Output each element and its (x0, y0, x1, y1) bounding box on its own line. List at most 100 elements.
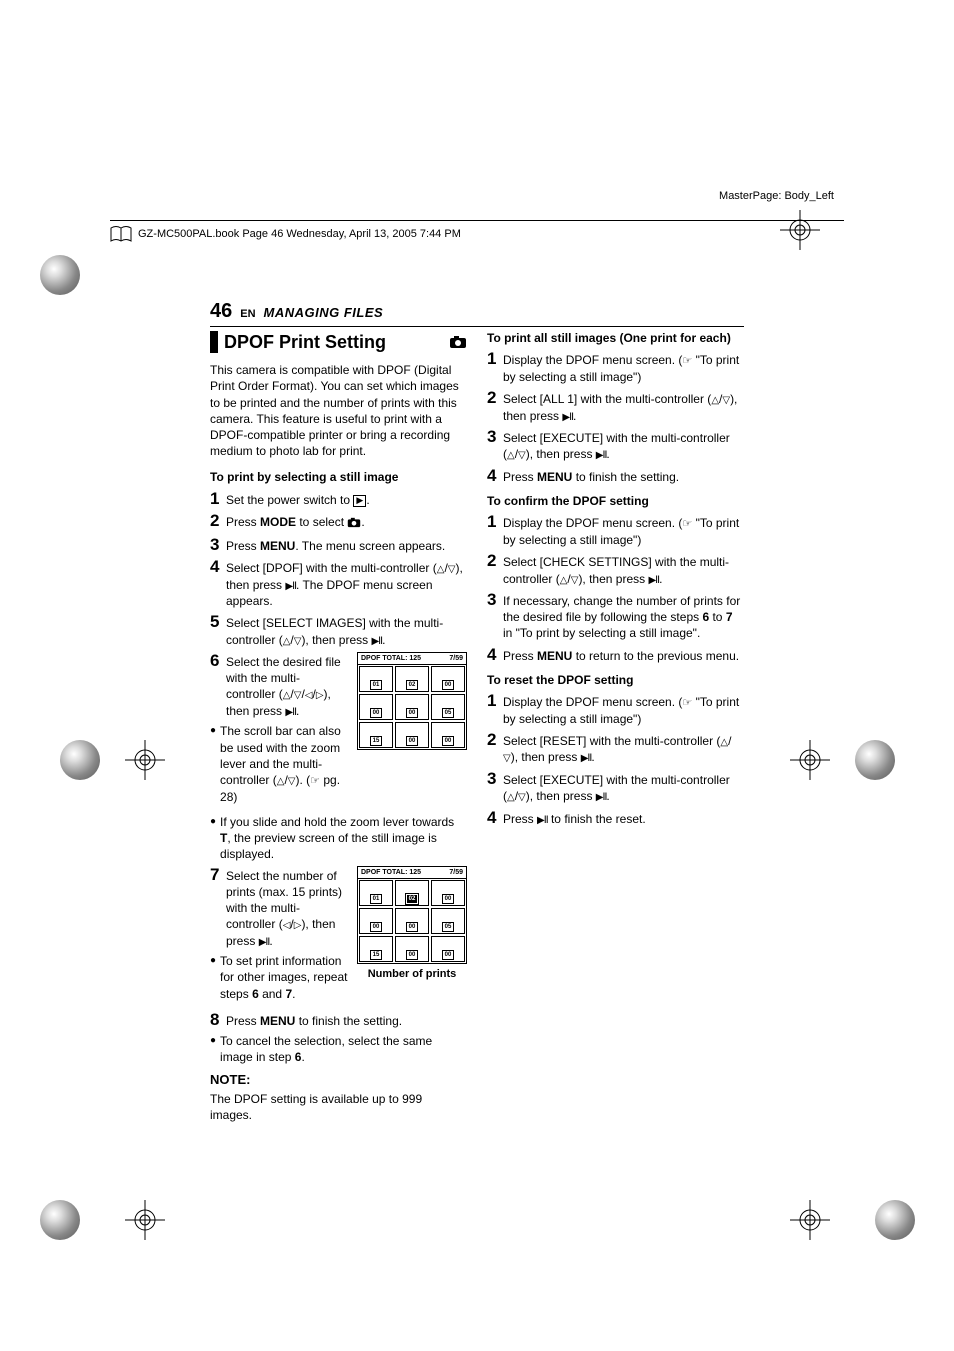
reg-crosshair (125, 1200, 165, 1240)
step-number: 1 (210, 490, 222, 507)
step-7: 7 Select the number of prints (max. 15 p… (210, 866, 349, 950)
step-number: 8 (210, 1011, 222, 1028)
triangle-down-icon (288, 773, 296, 787)
triangle-up-icon (277, 773, 285, 787)
step-number: 3 (487, 770, 499, 787)
step-body: Select [EXECUTE] with the multi-controll… (503, 428, 744, 463)
step-number: 3 (210, 536, 222, 553)
bullet-text: To set print information for other image… (220, 953, 349, 1002)
step-body: Select the number of prints (max. 15 pri… (226, 866, 349, 950)
book-info-text: GZ-MC500PAL.book Page 46 Wednesday, Apri… (138, 228, 461, 240)
left-column: DPOF Print Setting This camera is compat… (210, 330, 467, 1123)
step-body: Press to finish the reset. (503, 809, 744, 828)
triangle-up-icon (711, 392, 719, 406)
bullet-icon: ● (210, 1033, 216, 1065)
step-b4: 4 Press MENU to return to the previous m… (487, 646, 744, 664)
intro-paragraph: This camera is compatible with DPOF (Dig… (210, 362, 467, 459)
reg-sphere (875, 1200, 915, 1240)
triangle-left-icon (305, 687, 313, 701)
pointer-icon (310, 773, 320, 787)
step-number: 2 (210, 512, 222, 529)
step-8: 8 Press MENU to finish the setting. (210, 1011, 467, 1029)
step-c3: 3 Select [EXECUTE] with the multi-contro… (487, 770, 744, 805)
subheading-select-still: To print by selecting a still image (210, 469, 467, 485)
play-pause-icon (537, 812, 548, 826)
step-number: 1 (487, 350, 499, 367)
page-section-title: MANAGING FILES (264, 305, 384, 320)
triangle-down-icon (518, 789, 526, 803)
step-body: Select [ALL 1] with the multi-controller… (503, 389, 744, 424)
play-pause-icon (596, 789, 607, 803)
playback-mode-icon: ▶ (353, 495, 366, 507)
reg-sphere (855, 740, 895, 780)
step-c4: 4 Press to finish the reset. (487, 809, 744, 828)
step-body: Select [SELECT IMAGES] with the multi-co… (226, 613, 467, 648)
step-number: 2 (487, 389, 499, 406)
step-number: 6 (210, 652, 222, 669)
step-number: 1 (487, 513, 499, 530)
triangle-up-icon (437, 561, 445, 575)
masterpage-label: MasterPage: Body_Left (719, 190, 834, 202)
bullet-repeat: ● To set print information for other ima… (210, 953, 349, 1002)
bullet-text: If you slide and hold the zoom lever tow… (220, 814, 467, 863)
step-number: 3 (487, 591, 499, 608)
triangle-up-icon (507, 447, 515, 461)
triangle-up-icon (283, 633, 291, 647)
page-lang: EN (240, 308, 255, 320)
book-header-bar: GZ-MC500PAL.book Page 46 Wednesday, Apri… (110, 220, 844, 243)
step-7-row: 7 Select the number of prints (max. 15 p… (210, 866, 467, 1005)
subheading-reset: To reset the DPOF setting (487, 672, 744, 688)
step-c1: 1 Display the DPOF menu screen. ( "To pr… (487, 692, 744, 727)
triangle-up-icon (283, 687, 291, 701)
step-body: Select [RESET] with the multi-controller… (503, 731, 744, 766)
play-pause-icon (596, 447, 607, 461)
step-number: 7 (210, 866, 222, 883)
step-a4: 4 Press MENU to finish the setting. (487, 467, 744, 485)
step-2: 2 Press MODE to select . (210, 512, 467, 532)
triangle-up-icon (560, 572, 568, 586)
triangle-up-icon (720, 734, 728, 748)
triangle-down-icon (294, 687, 302, 701)
step-body: Press MODE to select . (226, 512, 467, 532)
step-b1: 1 Display the DPOF menu screen. ( "To pr… (487, 513, 744, 548)
triangle-left-icon (283, 917, 291, 931)
play-pause-icon (285, 578, 296, 592)
step-body: Press MENU to return to the previous men… (503, 646, 744, 664)
bullet-cancel: ● To cancel the selection, select the sa… (210, 1033, 467, 1065)
step-number: 5 (210, 613, 222, 630)
step-b2: 2 Select [CHECK SETTINGS] with the multi… (487, 552, 744, 587)
step-number: 4 (487, 467, 499, 484)
page-heading: 46 EN MANAGING FILES (210, 300, 744, 327)
reg-crosshair (790, 1200, 830, 1240)
reg-crosshair (790, 740, 830, 780)
play-pause-icon (371, 633, 382, 647)
step-body: If necessary, change the number of print… (503, 591, 744, 642)
bullet-icon: ● (210, 814, 216, 863)
play-pause-icon (259, 934, 270, 948)
step-a2: 2 Select [ALL 1] with the multi-controll… (487, 389, 744, 424)
bullet-zoom-preview: ● If you slide and hold the zoom lever t… (210, 814, 467, 863)
pointer-icon (682, 353, 692, 367)
play-pause-icon (562, 409, 573, 423)
step-body: Select [DPOF] with the multi-controller … (226, 558, 467, 609)
step-c2: 2 Select [RESET] with the multi-controll… (487, 731, 744, 766)
step-body: Select the desired file with the multi-c… (226, 652, 349, 719)
step-number: 4 (210, 558, 222, 575)
bullet-icon: ● (210, 953, 216, 1002)
section-title: DPOF Print Setting (224, 330, 386, 354)
bullet-text: To cancel the selection, select the same… (220, 1033, 467, 1065)
title-accent-block (210, 331, 218, 353)
dpof-grid-2: DPOF TOTAL: 1257/59 01 02 00 00 00 05 15… (357, 866, 467, 982)
step-body: Select [EXECUTE] with the multi-controll… (503, 770, 744, 805)
bullet-text: The scroll bar can also be used with the… (220, 723, 349, 805)
right-column: To print all still images (One print for… (487, 330, 744, 1123)
step-a3: 3 Select [EXECUTE] with the multi-contro… (487, 428, 744, 463)
triangle-down-icon (518, 447, 526, 461)
step-number: 4 (487, 646, 499, 663)
dpof-grid-1: DPOF TOTAL: 1257/59 01 02 00 00 00 05 15… (357, 652, 467, 750)
step-body: Display the DPOF menu screen. ( "To prin… (503, 692, 744, 727)
step-5: 5 Select [SELECT IMAGES] with the multi-… (210, 613, 467, 648)
bullet-icon: ● (210, 723, 216, 805)
page-number: 46 (210, 300, 232, 323)
step-body: Press MENU to finish the setting. (503, 467, 744, 485)
